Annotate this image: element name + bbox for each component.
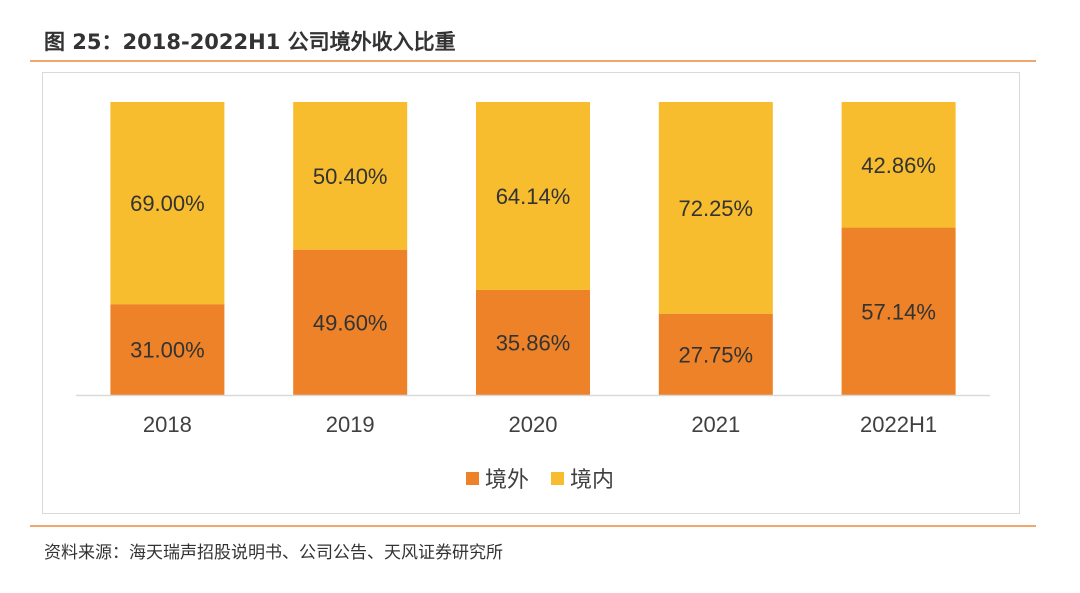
legend-label-domestic: 境内 — [570, 468, 615, 493]
bar-overseas-2022H1 — [841, 227, 956, 395]
bar-domestic-2018 — [110, 102, 225, 305]
data-label-overseas-2021: 27.75% — [678, 342, 753, 367]
legend-swatch-overseas — [465, 471, 479, 485]
data-label-overseas-2019: 49.60% — [313, 310, 388, 335]
legend-item-overseas: 境外 — [465, 462, 529, 494]
chart-frame — [42, 72, 1020, 514]
x-tick-label-2018: 2018 — [143, 412, 192, 437]
data-label-domestic-2022H1: 42.86% — [861, 153, 936, 178]
data-label-overseas-2018: 31.00% — [130, 338, 205, 363]
bar-overseas-2020 — [476, 289, 590, 395]
source-note: 资料来源：海天瑞声招股说明书、公司公告、天风证券研究所 — [44, 543, 503, 563]
bar-domestic-2021 — [658, 102, 773, 314]
legend-swatch-domestic — [551, 471, 564, 485]
figure-title: 图 25：2018-2022H1 公司境外收入比重 — [44, 30, 456, 54]
bar-overseas-2021 — [658, 313, 773, 395]
legend-item-domestic: 境内 — [551, 462, 614, 494]
data-label-domestic-2020: 64.14% — [496, 184, 571, 209]
bar-overseas-2018 — [110, 304, 225, 395]
top-divider — [30, 60, 1036, 62]
data-label-overseas-2020: 35.86% — [496, 330, 571, 355]
bar-overseas-2019 — [293, 249, 408, 395]
x-tick-label-2022H1: 2022H1 — [860, 412, 937, 437]
bar-domestic-2019 — [293, 102, 408, 250]
data-label-domestic-2018: 69.00% — [130, 191, 205, 216]
data-label-overseas-2022H1: 57.14% — [861, 299, 936, 324]
legend-label-overseas: 境外 — [484, 468, 529, 493]
data-label-domestic-2021: 72.25% — [678, 196, 753, 221]
bar-domestic-2020 — [476, 102, 590, 290]
x-tick-label-2020: 2020 — [509, 412, 558, 437]
chart-legend: 境外 境内 — [0, 462, 1080, 494]
x-tick-label-2021: 2021 — [691, 412, 740, 437]
data-label-domestic-2019: 50.40% — [313, 164, 388, 189]
x-tick-label-2019: 2019 — [326, 412, 375, 437]
bar-domestic-2022H1 — [841, 102, 956, 228]
bottom-divider — [30, 525, 1036, 527]
